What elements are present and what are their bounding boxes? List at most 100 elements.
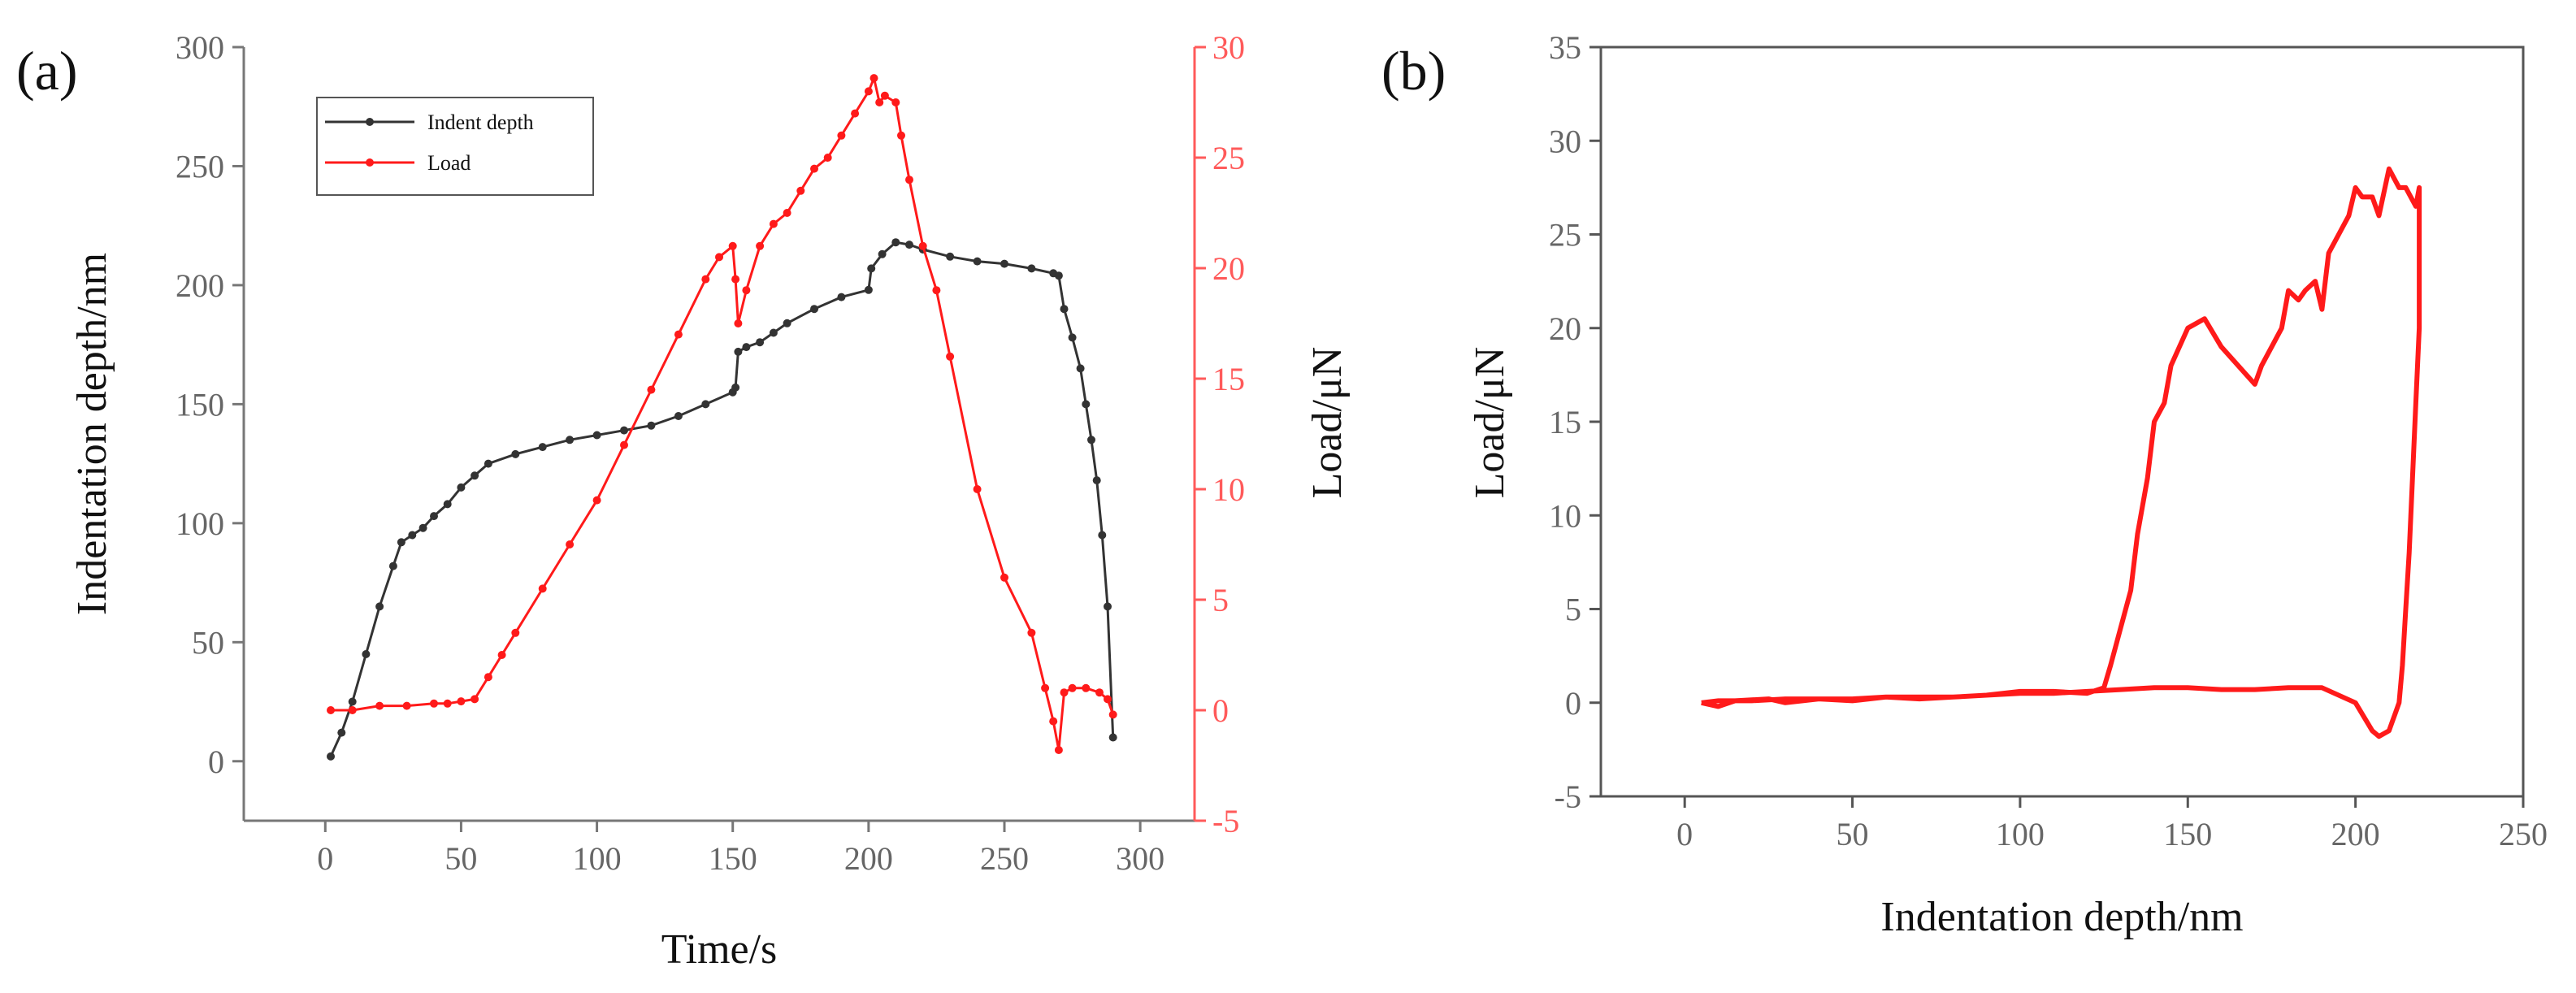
panel-a-data-point	[1076, 364, 1085, 373]
panel-b-y-tick-label: 10	[1549, 497, 1581, 534]
panel-a-data-point	[864, 87, 873, 96]
panel-a-data-point	[731, 275, 740, 284]
panel-b-y-tick-label: 35	[1549, 29, 1581, 66]
panel-a-data-point	[783, 319, 791, 327]
panel-a-data-point	[1082, 400, 1091, 409]
panel-a-data-point	[511, 449, 520, 458]
panel-b-y-tick-label: -5	[1555, 778, 1581, 815]
legend-label-load: Load	[427, 151, 471, 175]
panel-a-data-point	[566, 540, 575, 549]
panel-a-y2-tick-label: 0	[1212, 692, 1229, 729]
panel-a-y-tick-label: 150	[176, 386, 224, 423]
panel-a-data-point	[1092, 476, 1101, 485]
panel-a-data-point	[1060, 305, 1069, 314]
panel-a-data-point	[1104, 695, 1112, 704]
panel-a-data-point	[946, 352, 955, 361]
panel-a-data-point	[1027, 628, 1036, 637]
panel-a-data-point	[418, 523, 427, 532]
panel-b-y-tick-label: 0	[1565, 685, 1581, 722]
panel-a-y2-tick-label: 30	[1212, 29, 1245, 66]
panel-b-x-tick-label: 0	[1676, 816, 1693, 852]
panel-a-data-point	[1087, 436, 1095, 444]
panel-a-data-point	[388, 562, 397, 570]
panel-b-plot: 0 50 100 150 200 250 -5 0 5 10 15 20 25 30 35 Indentati…	[1381, 29, 2548, 940]
panel-a-data-point	[756, 241, 765, 250]
panel-a-data-point	[742, 286, 751, 295]
panel-a-data-point	[375, 701, 384, 710]
panel-a-data-point	[674, 412, 683, 420]
panel-a-data-point	[1082, 683, 1091, 692]
panel-b-label: (b)	[1381, 40, 1446, 102]
panel-a-data-point	[810, 164, 818, 173]
panel-a-data-point	[1095, 688, 1104, 697]
panel-a-data-point	[647, 385, 656, 394]
panel-a-data-point	[397, 538, 405, 547]
panel-a-x-tick-label: 300	[1116, 840, 1164, 877]
panel-a-data-point	[457, 697, 466, 706]
panel-a-data-point	[620, 440, 628, 449]
panel-a-x-tick-label: 150	[709, 840, 757, 877]
panel-a-data-point	[715, 253, 723, 262]
panel-a-data-point	[756, 338, 765, 347]
panel-a-data-point	[538, 443, 547, 452]
panel-a-data-point	[1041, 683, 1050, 692]
panel-b-y-tick-label: 5	[1565, 592, 1581, 628]
panel-b-y-axis-title: Load/μN	[1467, 347, 1513, 499]
panel-a-data-point	[946, 252, 955, 261]
panel-a-data-point	[867, 264, 876, 273]
panel-a-data-point	[880, 91, 889, 100]
panel-a-data-point	[592, 431, 601, 440]
panel-a-data-point	[337, 728, 346, 737]
panel-a-data-point	[837, 131, 846, 140]
legend-marker-indent-depth	[366, 118, 374, 126]
panel-a-y2-tick-label: 5	[1212, 582, 1229, 618]
panel-a-data-point	[538, 584, 547, 593]
panel-a-x-axis-title: Time/s	[661, 926, 778, 973]
panel-b-x-tick-label: 50	[1837, 816, 1869, 852]
panel-a-y-tick-label: 50	[192, 624, 224, 661]
panel-a-data-point	[742, 343, 751, 352]
panel-a-data-point	[674, 330, 683, 339]
panel-a-data-point	[1000, 573, 1008, 582]
panel-a-y2-tick-label: 10	[1212, 471, 1245, 508]
panel-a-data-point	[471, 471, 479, 480]
panel-a-data-point	[375, 602, 384, 611]
panel-a-data-point	[837, 293, 846, 301]
panel-a-data-point	[430, 512, 438, 521]
panel-a-data-point	[484, 673, 492, 682]
panel-a-data-point	[973, 257, 982, 266]
panel-a-data-point	[878, 249, 887, 258]
panel-b-x-tick-label: 200	[2331, 816, 2380, 852]
panel-b-x-tick-label: 250	[2499, 816, 2548, 852]
panel-a-data-point	[734, 319, 743, 327]
panel-a-data-point	[511, 628, 520, 637]
panel-b-x-tick-label: 150	[2163, 816, 2212, 852]
panel-a-data-point	[348, 697, 357, 706]
panel-a-data-point	[1104, 602, 1112, 611]
panel-a-data-point	[443, 699, 452, 708]
panel-a-series-line-indent-depth	[329, 241, 1115, 757]
panel-a-data-point	[327, 706, 335, 714]
panel-a-data-point	[348, 706, 357, 714]
panel-a-data-point	[1000, 259, 1008, 268]
panel-a-data-point	[471, 695, 479, 704]
panel-b-frame	[1599, 46, 2525, 798]
panel-a-y2-tick-label: 15	[1212, 361, 1245, 397]
panel-a-data-point	[497, 651, 506, 659]
panel-a-legend: Indent depth Load	[316, 97, 594, 196]
panel-a-data-point	[864, 285, 873, 294]
panel-a-data-point	[701, 275, 710, 284]
legend-box	[316, 97, 594, 196]
panel-a-data-point	[932, 286, 941, 295]
panel-b-load-depth-curve	[1701, 166, 2422, 739]
panel-a-data-point	[402, 701, 411, 710]
panel-a-data-point	[1049, 717, 1058, 726]
panel-a-y-tick-label: 100	[176, 505, 224, 542]
panel-a-data-point	[769, 328, 778, 337]
panel-a-data-point	[973, 485, 982, 493]
panel-a-data-point	[1054, 271, 1063, 280]
panel-a-label: (a)	[16, 40, 77, 102]
panel-a-data-point	[891, 98, 900, 106]
panel-a-y-tick-label: 0	[208, 744, 224, 780]
